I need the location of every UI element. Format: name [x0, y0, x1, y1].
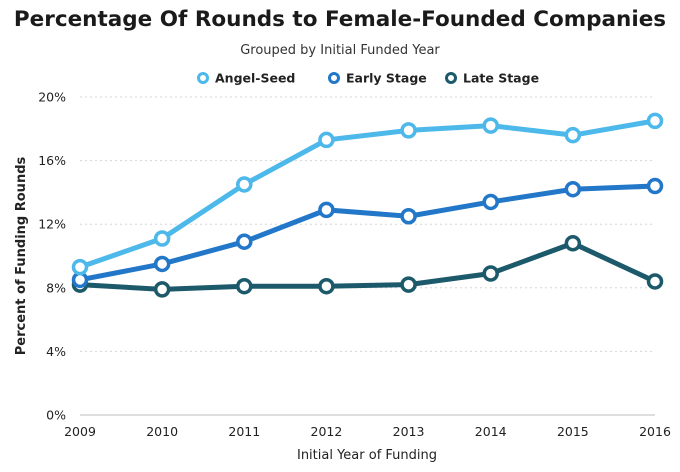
- series-angel-seed: [71, 112, 664, 276]
- chart-title: Percentage Of Rounds to Female-Founded C…: [14, 7, 666, 32]
- data-point-late-stage: [153, 281, 171, 298]
- x-axis-ticks: 2009 2010 2011 2012 2013 2014 2015 2016: [64, 424, 671, 439]
- data-point-angel-seed: [564, 126, 582, 144]
- y-tick-label: 12%: [38, 217, 66, 232]
- x-tick-label: 2009: [64, 424, 96, 439]
- chart-subtitle: Grouped by Initial Funded Year: [240, 43, 440, 58]
- y-tick-label: 20%: [38, 90, 66, 105]
- series-line-angel-seed: [77, 118, 658, 270]
- data-point-early-stage: [236, 233, 253, 250]
- data-point-late-stage: [564, 235, 582, 252]
- data-point-angel-seed: [153, 230, 171, 247]
- x-tick-label: 2011: [228, 424, 260, 439]
- data-point-early-stage: [318, 201, 335, 219]
- x-tick-label: 2012: [311, 424, 343, 439]
- legend: Angel-Seed Early Stage Late Stage: [197, 71, 539, 86]
- series-line-early-stage: [77, 183, 658, 283]
- data-point-late-stage: [318, 277, 335, 295]
- data-point-angel-seed: [71, 258, 89, 276]
- legend-label: Early Stage: [346, 71, 427, 86]
- legend-marker-early-stage: [328, 72, 340, 84]
- legend-marker-late-stage: [445, 72, 457, 84]
- data-point-early-stage: [646, 177, 664, 195]
- data-point-angel-seed: [482, 117, 499, 134]
- data-point-angel-seed: [400, 122, 417, 139]
- x-tick-label: 2010: [146, 424, 178, 439]
- legend-item-angel-seed: Angel-Seed: [197, 71, 295, 86]
- data-point-early-stage: [482, 193, 499, 211]
- x-tick-label: 2016: [639, 424, 671, 439]
- series-early-stage: [71, 177, 664, 289]
- data-point-angel-seed: [318, 131, 335, 149]
- y-tick-label: 0%: [46, 408, 66, 423]
- x-tick-label: 2014: [475, 424, 507, 439]
- y-axis-ticks: 0% 4% 8% 12% 16% 20%: [38, 90, 66, 423]
- data-point-early-stage: [153, 255, 171, 273]
- y-tick-label: 8%: [46, 280, 66, 295]
- legend-item-late-stage: Late Stage: [445, 71, 539, 86]
- grid: [80, 96, 655, 416]
- series-layer: [71, 112, 664, 298]
- data-point-angel-seed: [236, 176, 253, 193]
- data-point-early-stage: [564, 180, 582, 198]
- series-late-stage: [71, 235, 664, 298]
- data-point-late-stage: [400, 276, 417, 293]
- y-tick-label: 16%: [38, 153, 66, 168]
- legend-label: Angel-Seed: [215, 71, 295, 86]
- y-tick-label: 4%: [46, 344, 66, 359]
- legend-marker-angel-seed: [197, 72, 209, 84]
- data-point-angel-seed: [646, 112, 664, 130]
- x-axis-title: Initial Year of Funding: [297, 448, 437, 463]
- data-point-early-stage: [400, 208, 417, 225]
- data-point-late-stage: [646, 273, 664, 290]
- legend-label: Late Stage: [463, 71, 539, 86]
- data-point-late-stage: [236, 277, 253, 295]
- data-point-late-stage: [482, 265, 499, 282]
- x-tick-label: 2015: [557, 424, 589, 439]
- x-tick-label: 2013: [393, 424, 425, 439]
- series-line-late-stage: [77, 240, 658, 292]
- legend-item-early-stage: Early Stage: [328, 71, 427, 86]
- y-axis-title: Percent of Funding Rounds: [14, 157, 29, 356]
